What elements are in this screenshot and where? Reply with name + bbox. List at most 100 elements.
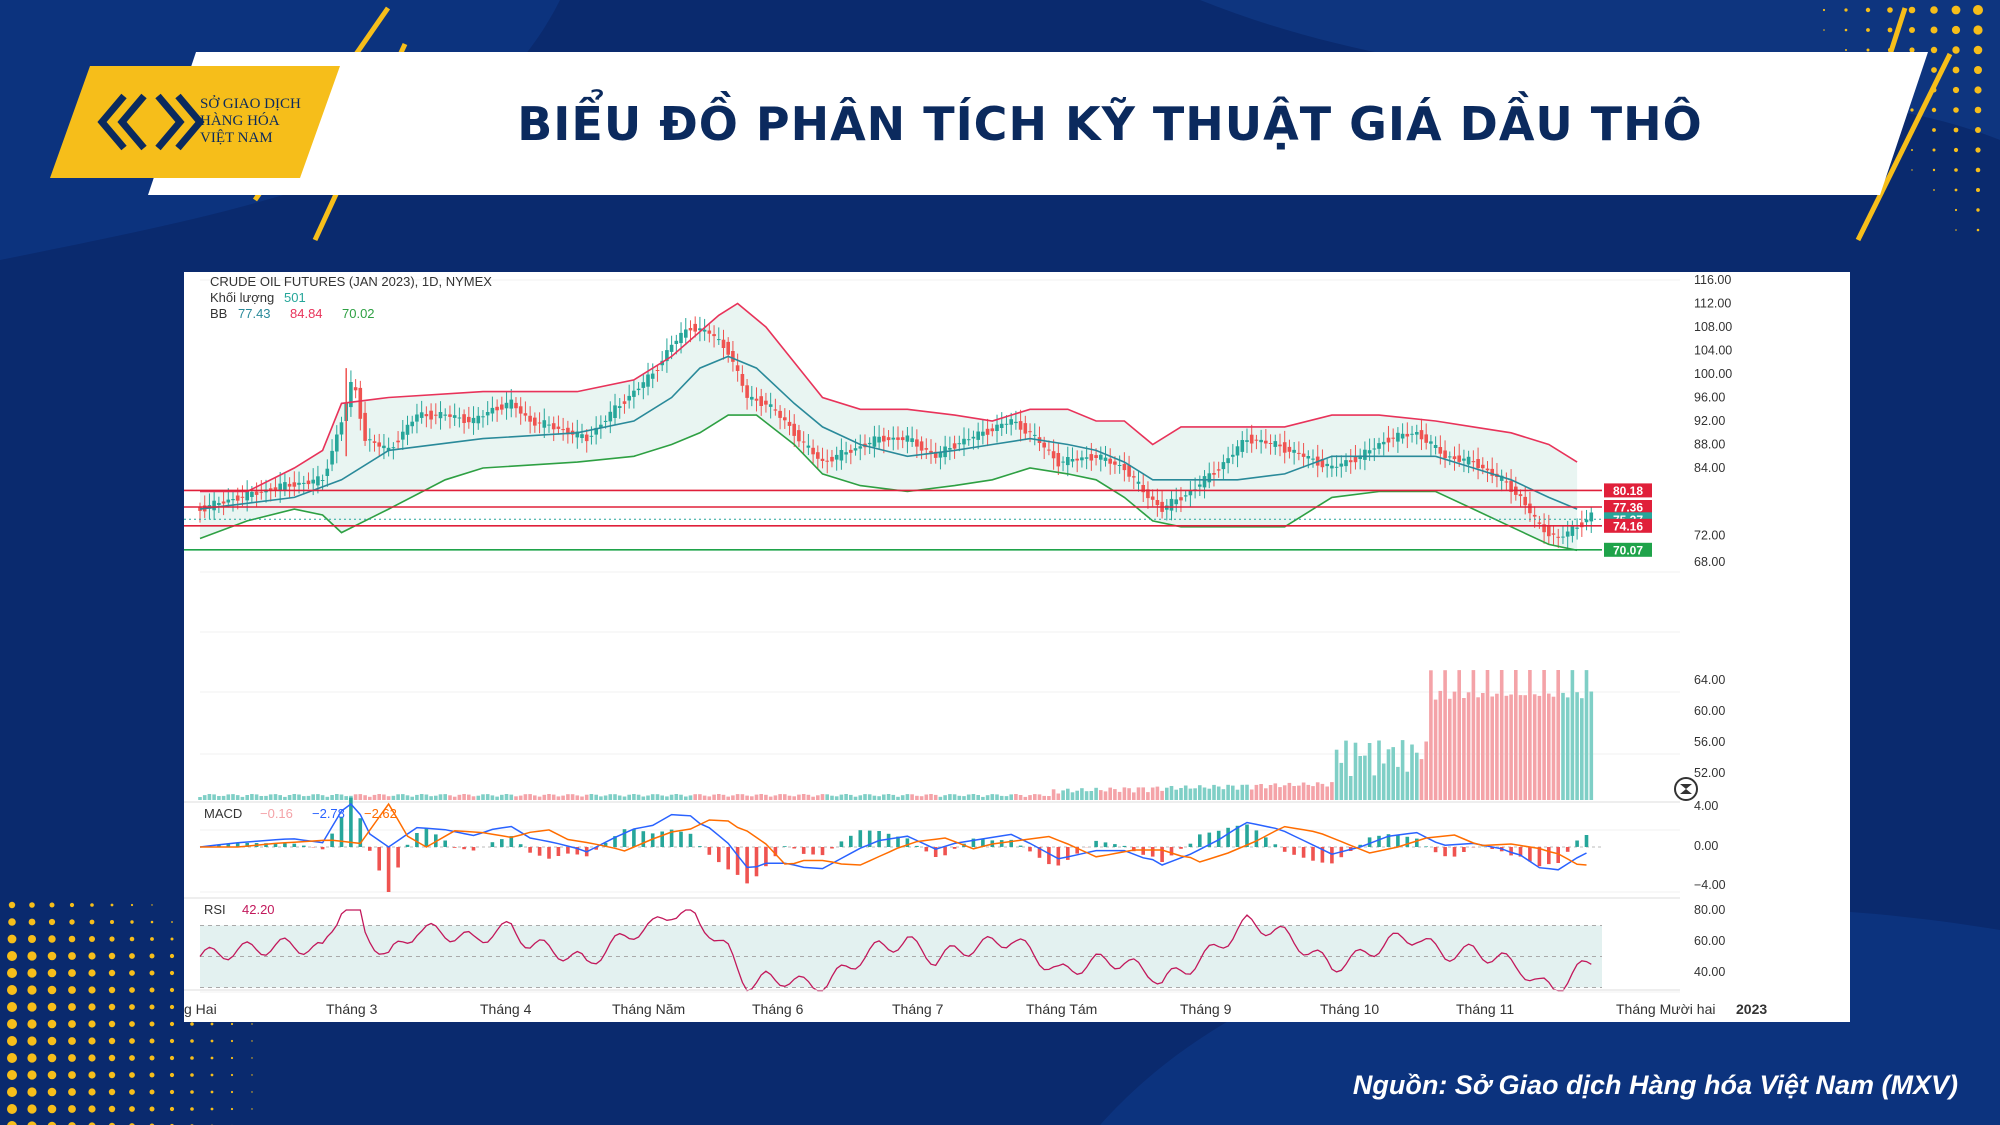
bg-dot (129, 987, 135, 993)
candle-body (443, 414, 447, 416)
macd-histogram-bar (839, 841, 844, 847)
macd-histogram-bar (641, 831, 646, 847)
volume-bar (1207, 788, 1212, 800)
bg-dot (27, 1019, 37, 1029)
volume-bar (1259, 784, 1263, 800)
bg-dot (8, 901, 16, 909)
macd-histogram-bar (1264, 837, 1268, 847)
volume-bar (1419, 759, 1424, 800)
macd-histogram-bar (943, 847, 947, 856)
volume-bar (764, 794, 768, 800)
bg-dot (169, 1089, 175, 1095)
bg-dot (88, 1054, 96, 1062)
bg-dot (1911, 149, 1913, 151)
candle-body (858, 446, 863, 449)
candle-body (1174, 499, 1178, 505)
volume-bar (891, 794, 896, 800)
candle-body (1301, 453, 1306, 457)
volume-bar (1547, 693, 1551, 800)
candle-body (537, 422, 542, 424)
macd-histogram-bar (971, 838, 976, 847)
candle-body (1377, 443, 1381, 449)
candle-body (985, 428, 990, 435)
bg-dot (47, 1002, 57, 1012)
macd-histogram-bar (1452, 847, 1457, 857)
candle-body (1297, 452, 1301, 454)
volume-bar (896, 796, 900, 800)
volume-bar (900, 795, 905, 800)
macd-value: −2.62 (364, 806, 397, 821)
volume-bar (754, 794, 759, 800)
volume-bar (613, 794, 617, 800)
macd-signal-line (200, 802, 1587, 866)
macd-histogram-bar (698, 846, 702, 847)
bg-dot (1844, 28, 1848, 32)
macd-histogram-bar (1179, 847, 1183, 849)
candle-body (368, 439, 372, 441)
volume-bar (1433, 699, 1438, 800)
volume-bar (344, 796, 348, 800)
volume-bar (443, 794, 447, 800)
macd-tick-label: −4.00 (1694, 878, 1726, 892)
volume-bar (570, 794, 575, 800)
time-axis-label: Tháng 10 (1320, 1001, 1379, 1017)
volume-bar (844, 794, 848, 800)
candle-body (594, 427, 598, 435)
volume-bar (537, 796, 542, 800)
candle-body (1551, 533, 1556, 535)
volume-bar (806, 794, 811, 800)
volume-bar (1589, 691, 1594, 800)
volume-bar (759, 794, 763, 800)
volume-bar (872, 795, 877, 800)
volume-bar (783, 794, 787, 800)
candle-body (523, 413, 528, 416)
macd-line (199, 802, 1587, 871)
title-banner (148, 52, 1928, 195)
bg-dot (1975, 147, 1981, 153)
candle-body (240, 496, 245, 498)
volume-bar (1344, 740, 1348, 800)
bg-dot (7, 985, 17, 995)
rsi-label: RSI (204, 902, 226, 917)
candle-body (1150, 496, 1155, 500)
candle-body (735, 365, 740, 371)
macd-histogram-bar (396, 847, 400, 868)
macd-histogram-bar (537, 847, 542, 856)
candle-body (1033, 434, 1037, 436)
bg-dot (7, 968, 17, 978)
candle-body (707, 330, 712, 334)
macd-histogram-bar (490, 842, 495, 847)
bg-dot (210, 1107, 214, 1111)
bg-dot (1930, 46, 1938, 54)
bg-dot (1954, 208, 1958, 212)
volume-bar (1028, 795, 1032, 800)
candle-body (1452, 456, 1457, 460)
macd-histogram-bar (679, 831, 683, 847)
volume-bar (580, 796, 584, 800)
macd-histogram-bar (603, 842, 608, 847)
macd-histogram-bar (566, 847, 570, 854)
candle-body (250, 491, 254, 497)
candle-body (514, 402, 518, 409)
volume-bar (556, 796, 561, 800)
bg-dot (68, 1003, 76, 1011)
candle-body (1254, 439, 1259, 441)
replay-icon[interactable] (1674, 777, 1698, 801)
macd-histogram-bar (632, 829, 636, 847)
volume-bar (1490, 696, 1494, 800)
candle-body (900, 437, 905, 441)
candle-body (877, 436, 881, 443)
bg-dot (251, 1108, 253, 1110)
bg-dot (149, 1038, 155, 1044)
volume-bar (877, 796, 881, 800)
volume-bar (698, 794, 702, 800)
macd-histogram-bar (452, 847, 457, 848)
candle-body (1028, 431, 1032, 433)
candle-body (1240, 440, 1245, 452)
bg-dot (210, 1056, 214, 1060)
bg-dot (129, 1038, 135, 1044)
bg-dot (68, 1105, 76, 1113)
bg-dot (1931, 67, 1937, 73)
